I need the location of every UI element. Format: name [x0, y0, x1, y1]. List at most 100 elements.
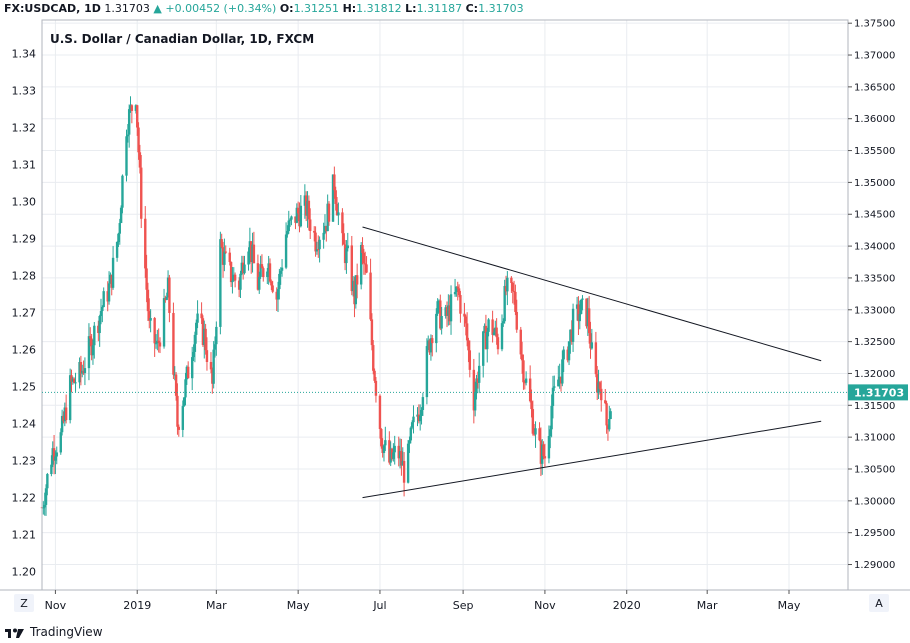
- candle-body: [215, 326, 218, 345]
- candle-body: [174, 374, 178, 396]
- candle-body: [51, 448, 54, 465]
- candle-body: [506, 277, 509, 292]
- candle-body: [46, 474, 49, 489]
- candle-body: [107, 283, 111, 302]
- candle-body: [605, 403, 608, 426]
- auto-scale-button-label: A: [875, 597, 883, 610]
- candle-body: [240, 262, 244, 274]
- candle-body: [354, 275, 358, 305]
- candle-body: [425, 346, 429, 398]
- candle-body: [314, 232, 317, 252]
- candle-body: [445, 307, 449, 316]
- right-axis-tick-label: 1.34000: [854, 242, 895, 253]
- candle-body: [129, 105, 132, 110]
- candle-body: [223, 251, 226, 265]
- candle-body: [106, 291, 109, 302]
- tradingview-brand[interactable]: TradingView: [30, 625, 103, 639]
- candle-body: [164, 298, 167, 300]
- candle-body: [185, 366, 189, 380]
- candle-body: [586, 308, 590, 327]
- candle-body: [343, 244, 347, 264]
- close-label: C:: [465, 2, 479, 15]
- candle-body: [530, 401, 533, 410]
- candle-body: [315, 249, 319, 252]
- candle-body: [317, 249, 320, 251]
- symbol-label[interactable]: FX:USDCAD, 1D: [4, 2, 101, 15]
- candle-body: [229, 262, 233, 283]
- right-axis-tick-label: 1.33500: [854, 273, 895, 284]
- candle-body: [502, 321, 505, 324]
- price-tag-label: 1.31703: [854, 386, 904, 399]
- candle-body: [335, 203, 339, 216]
- right-axis-tick-label: 1.32500: [854, 337, 895, 348]
- candle-body: [313, 230, 316, 233]
- candle-body: [463, 313, 466, 317]
- candle-body: [476, 378, 480, 383]
- left-axis-tick-label: 1.24: [12, 417, 37, 430]
- trendline-resistance[interactable]: [362, 226, 822, 362]
- candle-body: [435, 313, 438, 344]
- candle-body: [475, 378, 478, 394]
- candle-body: [355, 275, 359, 285]
- candle-body: [420, 410, 423, 416]
- candle-body: [378, 395, 382, 430]
- candle-body: [370, 319, 374, 346]
- candle-body: [140, 167, 143, 219]
- candle-body: [78, 362, 81, 383]
- right-axis-tick-label: 1.31500: [854, 401, 895, 412]
- candle-body: [322, 232, 325, 240]
- candle-body: [559, 376, 563, 384]
- candle-body: [384, 440, 387, 446]
- left-axis-tick-label: 1.30: [12, 195, 37, 208]
- price-change: +0.00452 (+0.34%): [165, 2, 277, 15]
- left-axis-tick-label: 1.31: [12, 158, 37, 171]
- candle-body: [228, 252, 231, 263]
- right-axis-tick-label: 1.36000: [854, 114, 895, 125]
- candle-body: [63, 407, 66, 422]
- candle-body: [256, 263, 260, 290]
- candle-body: [89, 336, 92, 339]
- right-axis-tick-label: 1.37500: [854, 19, 895, 30]
- candle-body: [306, 200, 309, 216]
- candle-body: [579, 299, 583, 314]
- candle-body: [148, 311, 151, 321]
- candle-body: [553, 386, 556, 388]
- candle-body: [287, 220, 290, 232]
- candle-body: [392, 452, 395, 459]
- candle-body: [99, 311, 103, 317]
- candle-body: [468, 350, 472, 370]
- candle-body: [213, 344, 217, 350]
- candle-body: [365, 264, 368, 273]
- zoom-button[interactable]: Z: [14, 594, 34, 612]
- candle-body: [577, 304, 580, 322]
- candle-body: [412, 416, 415, 423]
- candle-body: [522, 360, 525, 383]
- candle-body: [260, 264, 264, 269]
- candle-body: [176, 395, 179, 427]
- candle-body: [248, 241, 252, 252]
- candle-body: [125, 136, 128, 176]
- candle-body: [333, 174, 336, 191]
- candle-body: [247, 251, 250, 265]
- x-axis-tick-label: Mar: [697, 599, 718, 612]
- auto-scale-button[interactable]: A: [869, 594, 889, 612]
- right-axis-tick-label: 1.29500: [854, 528, 895, 539]
- candle-body: [193, 334, 197, 352]
- candle-body: [567, 341, 571, 361]
- candle-body: [429, 338, 433, 353]
- candle-body: [589, 333, 592, 349]
- candle-body: [252, 244, 256, 264]
- candle-body: [547, 436, 551, 459]
- trendlines[interactable]: [362, 226, 822, 499]
- candle-body: [79, 362, 83, 374]
- candle-body: [43, 504, 46, 508]
- candle-body: [182, 397, 186, 407]
- candle-body: [390, 448, 394, 459]
- trendline-support[interactable]: [362, 420, 822, 499]
- candle-body: [158, 342, 162, 347]
- candle-body: [444, 307, 447, 317]
- candle-body: [325, 225, 328, 232]
- x-axis-tick-label: Sep: [453, 599, 474, 612]
- candle-body: [606, 425, 610, 430]
